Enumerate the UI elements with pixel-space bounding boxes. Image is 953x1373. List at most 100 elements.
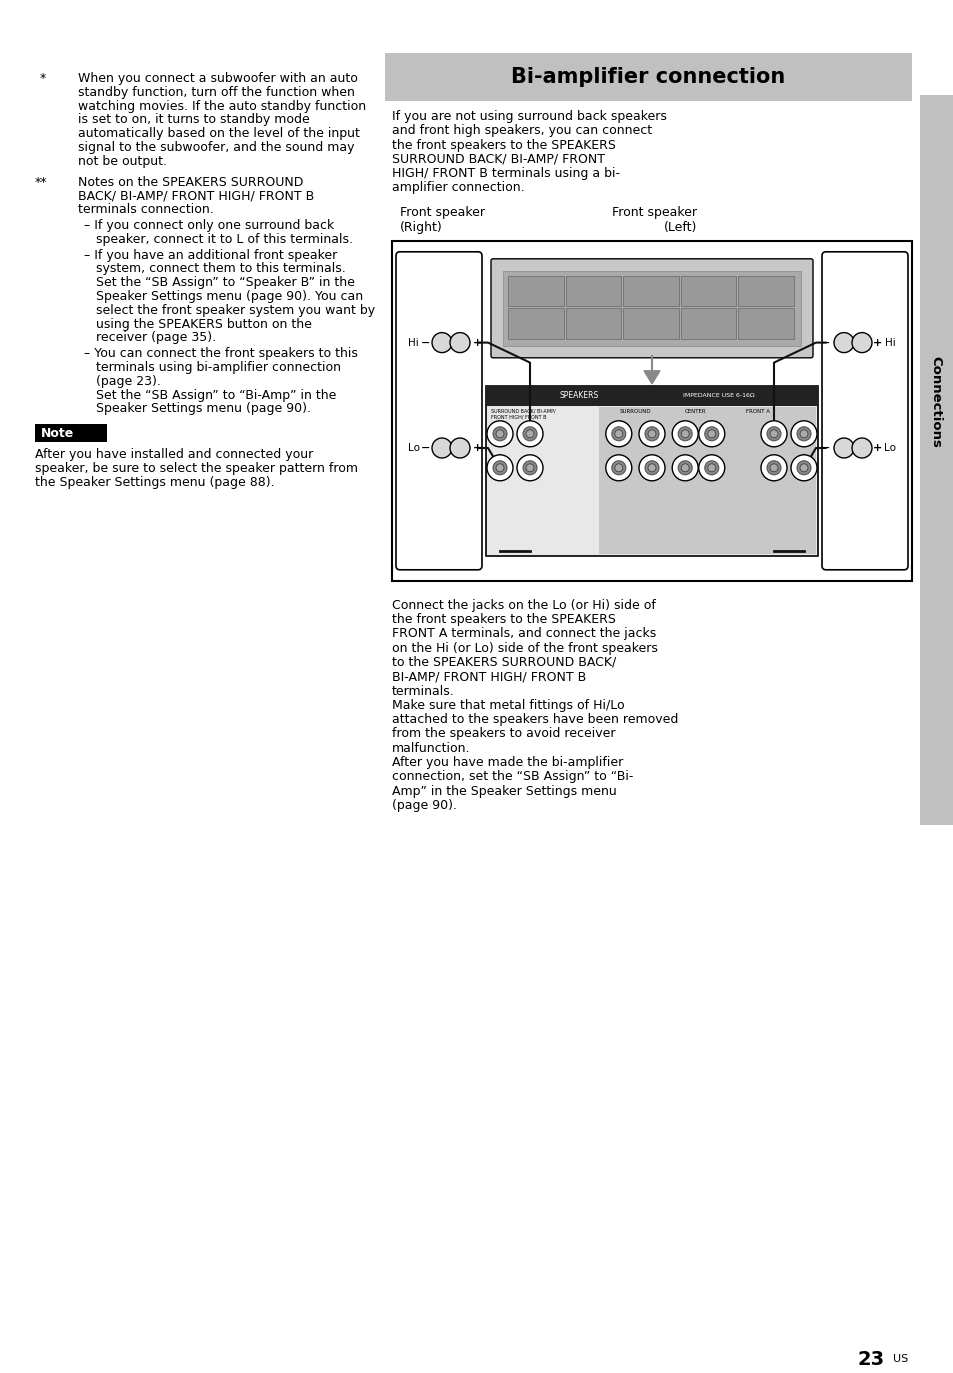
FancyBboxPatch shape: [821, 251, 907, 570]
Circle shape: [707, 430, 715, 438]
Circle shape: [833, 438, 853, 459]
Text: −: −: [421, 338, 430, 347]
Circle shape: [493, 461, 506, 475]
Circle shape: [644, 427, 659, 441]
Circle shape: [704, 461, 718, 475]
Text: speaker, be sure to select the speaker pattern from: speaker, be sure to select the speaker p…: [35, 461, 357, 475]
Text: If you are not using surround back speakers: If you are not using surround back speak…: [392, 110, 666, 124]
Circle shape: [800, 464, 807, 472]
Circle shape: [647, 464, 656, 472]
Circle shape: [769, 464, 778, 472]
Bar: [385, 54, 911, 102]
Text: After you have made the bi-amplifier: After you have made the bi-amplifier: [392, 757, 622, 769]
Circle shape: [639, 454, 664, 481]
Text: attached to the speakers have been removed: attached to the speakers have been remov…: [392, 713, 678, 726]
Text: select the front speaker system you want by: select the front speaker system you want…: [84, 303, 375, 317]
Circle shape: [790, 420, 816, 446]
Text: Speaker Settings menu (page 90).: Speaker Settings menu (page 90).: [84, 402, 311, 416]
Circle shape: [672, 420, 698, 446]
Text: After you have installed and connected your: After you have installed and connected y…: [35, 448, 313, 461]
Text: 23: 23: [857, 1350, 884, 1369]
Circle shape: [698, 454, 724, 481]
Circle shape: [432, 438, 452, 459]
Text: watching movies. If the auto standby function: watching movies. If the auto standby fun…: [78, 100, 366, 113]
Bar: [919, 95, 953, 825]
Text: the front speakers to the SPEAKERS: the front speakers to the SPEAKERS: [392, 139, 616, 151]
Text: +: +: [473, 443, 482, 453]
Text: Lo: Lo: [883, 443, 895, 453]
Text: terminals.: terminals.: [392, 685, 455, 697]
Bar: [565, 309, 620, 339]
Text: (page 90).: (page 90).: [392, 799, 456, 811]
Text: receiver (page 35).: receiver (page 35).: [84, 331, 216, 345]
Text: Front speaker
(Right): Front speaker (Right): [399, 206, 484, 235]
Circle shape: [672, 454, 698, 481]
Circle shape: [517, 420, 542, 446]
Text: Hi: Hi: [884, 338, 895, 347]
Circle shape: [704, 427, 718, 441]
Text: system, connect them to this terminals.: system, connect them to this terminals.: [84, 262, 345, 276]
Circle shape: [605, 454, 631, 481]
Text: malfunction.: malfunction.: [392, 741, 470, 755]
Circle shape: [639, 420, 664, 446]
Circle shape: [766, 427, 781, 441]
Circle shape: [647, 430, 656, 438]
Circle shape: [486, 420, 513, 446]
Bar: [502, 270, 801, 346]
Text: Hi: Hi: [408, 338, 418, 347]
Circle shape: [707, 464, 715, 472]
Circle shape: [796, 427, 810, 441]
Text: +: +: [872, 443, 882, 453]
Bar: [622, 276, 679, 306]
Text: automatically based on the level of the input: automatically based on the level of the …: [78, 128, 359, 140]
Text: HIGH/ FRONT B terminals using a bi-: HIGH/ FRONT B terminals using a bi-: [392, 168, 619, 180]
Circle shape: [698, 420, 724, 446]
Text: – You can connect the front speakers to this: – You can connect the front speakers to …: [84, 347, 357, 360]
Text: Amp” in the Speaker Settings menu: Amp” in the Speaker Settings menu: [392, 785, 616, 798]
Bar: [680, 309, 736, 339]
Circle shape: [486, 454, 513, 481]
Circle shape: [760, 454, 786, 481]
Text: and front high speakers, you can connect: and front high speakers, you can connect: [392, 125, 652, 137]
Text: +: +: [872, 338, 882, 347]
FancyBboxPatch shape: [491, 258, 812, 358]
Text: Make sure that metal fittings of Hi/Lo: Make sure that metal fittings of Hi/Lo: [392, 699, 624, 711]
Text: terminals connection.: terminals connection.: [78, 203, 213, 216]
Text: Speaker Settings menu (page 90). You can: Speaker Settings menu (page 90). You can: [84, 290, 363, 303]
Circle shape: [493, 427, 506, 441]
Circle shape: [851, 332, 871, 353]
Circle shape: [766, 461, 781, 475]
Bar: [485, 386, 817, 556]
Text: on the Hi (or Lo) side of the front speakers: on the Hi (or Lo) side of the front spea…: [392, 641, 658, 655]
Circle shape: [525, 464, 534, 472]
Text: – If you have an additional front speaker: – If you have an additional front speake…: [84, 249, 337, 262]
Text: from the speakers to avoid receiver: from the speakers to avoid receiver: [392, 728, 615, 740]
Text: Connect the jacks on the Lo (or Hi) side of: Connect the jacks on the Lo (or Hi) side…: [392, 599, 656, 612]
Polygon shape: [643, 371, 659, 384]
Circle shape: [450, 332, 470, 353]
Text: not be output.: not be output.: [78, 155, 167, 168]
Text: Notes on the SPEAKERS SURROUND: Notes on the SPEAKERS SURROUND: [78, 176, 303, 188]
Text: CENTER: CENTER: [683, 409, 705, 413]
Circle shape: [851, 438, 871, 459]
Bar: [392, 240, 911, 581]
Circle shape: [432, 332, 452, 353]
Circle shape: [496, 464, 503, 472]
Text: standby function, turn off the function when: standby function, turn off the function …: [78, 85, 355, 99]
Circle shape: [796, 461, 810, 475]
Bar: [738, 276, 793, 306]
Circle shape: [522, 427, 537, 441]
Circle shape: [800, 430, 807, 438]
Circle shape: [678, 427, 692, 441]
Bar: [565, 276, 620, 306]
Text: signal to the subwoofer, and the sound may: signal to the subwoofer, and the sound m…: [78, 141, 355, 154]
Circle shape: [522, 461, 537, 475]
Text: When you connect a subwoofer with an auto: When you connect a subwoofer with an aut…: [78, 71, 357, 85]
Text: US: US: [892, 1354, 907, 1363]
Text: is set to on, it turns to standby mode: is set to on, it turns to standby mode: [78, 114, 310, 126]
Circle shape: [833, 332, 853, 353]
Circle shape: [496, 430, 503, 438]
Text: amplifier connection.: amplifier connection.: [392, 181, 524, 195]
Text: (page 23).: (page 23).: [84, 375, 161, 387]
FancyBboxPatch shape: [395, 251, 481, 570]
